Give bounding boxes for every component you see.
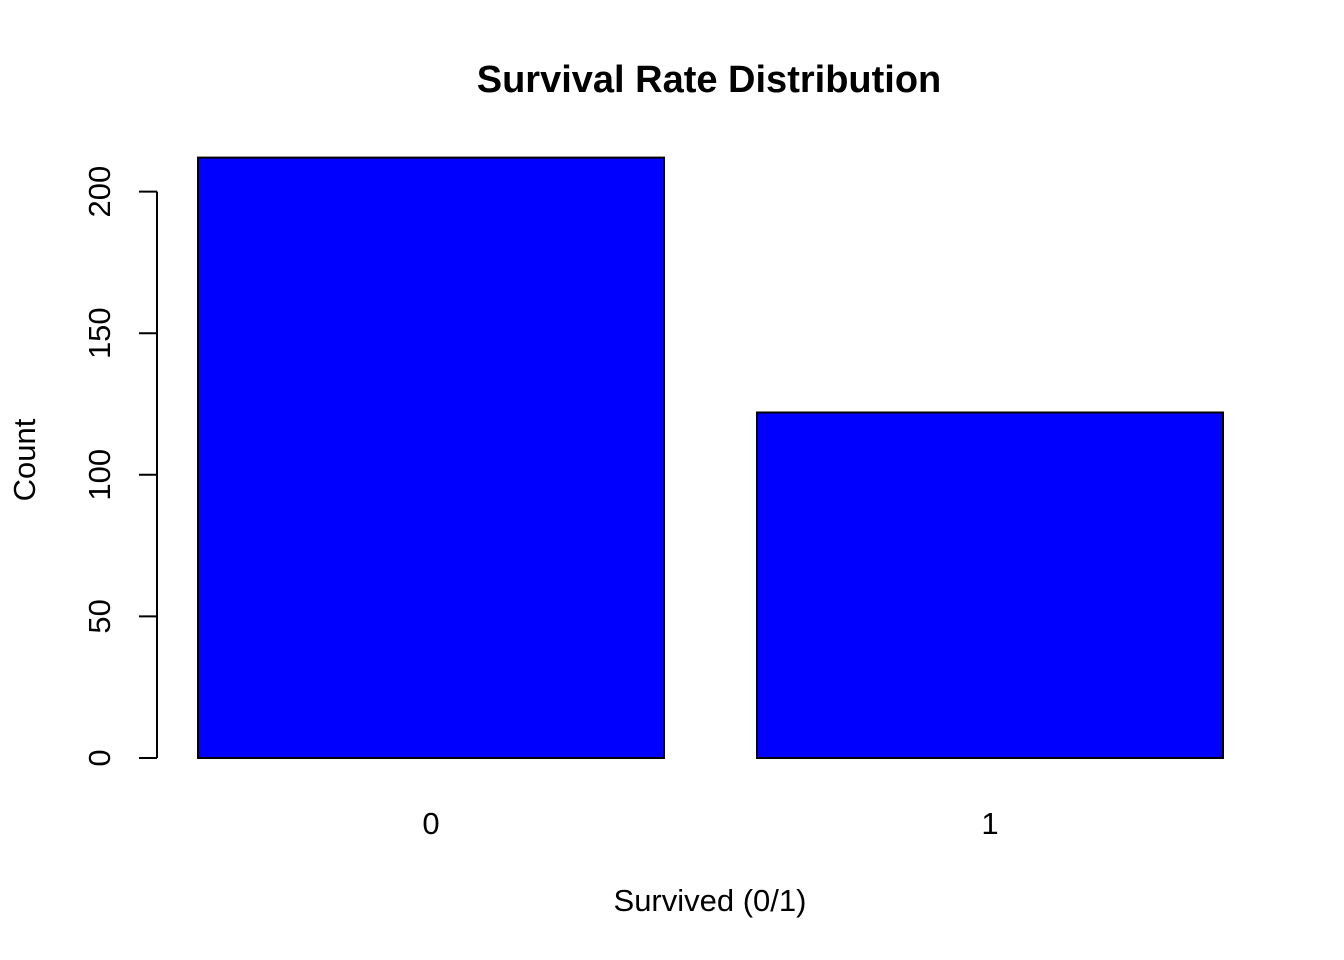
bar-1 [756, 411, 1224, 759]
x-axis-label: Survived (0/1) [614, 883, 807, 918]
y-axis-label: Count [7, 418, 42, 501]
y-tick-label: 100 [82, 449, 117, 501]
x-tick-label: 0 [422, 806, 439, 841]
x-tick-label: 1 [981, 806, 998, 841]
y-tick-label: 50 [82, 599, 117, 633]
bar-0 [197, 156, 665, 759]
y-tick-label: 0 [82, 749, 117, 766]
y-axis: 0 50 100 150 200 [82, 166, 158, 767]
bars-group [197, 156, 1224, 759]
chart-title: Survival Rate Distribution [477, 59, 942, 101]
y-tick-label: 150 [82, 307, 117, 359]
y-tick-label: 200 [82, 166, 117, 218]
